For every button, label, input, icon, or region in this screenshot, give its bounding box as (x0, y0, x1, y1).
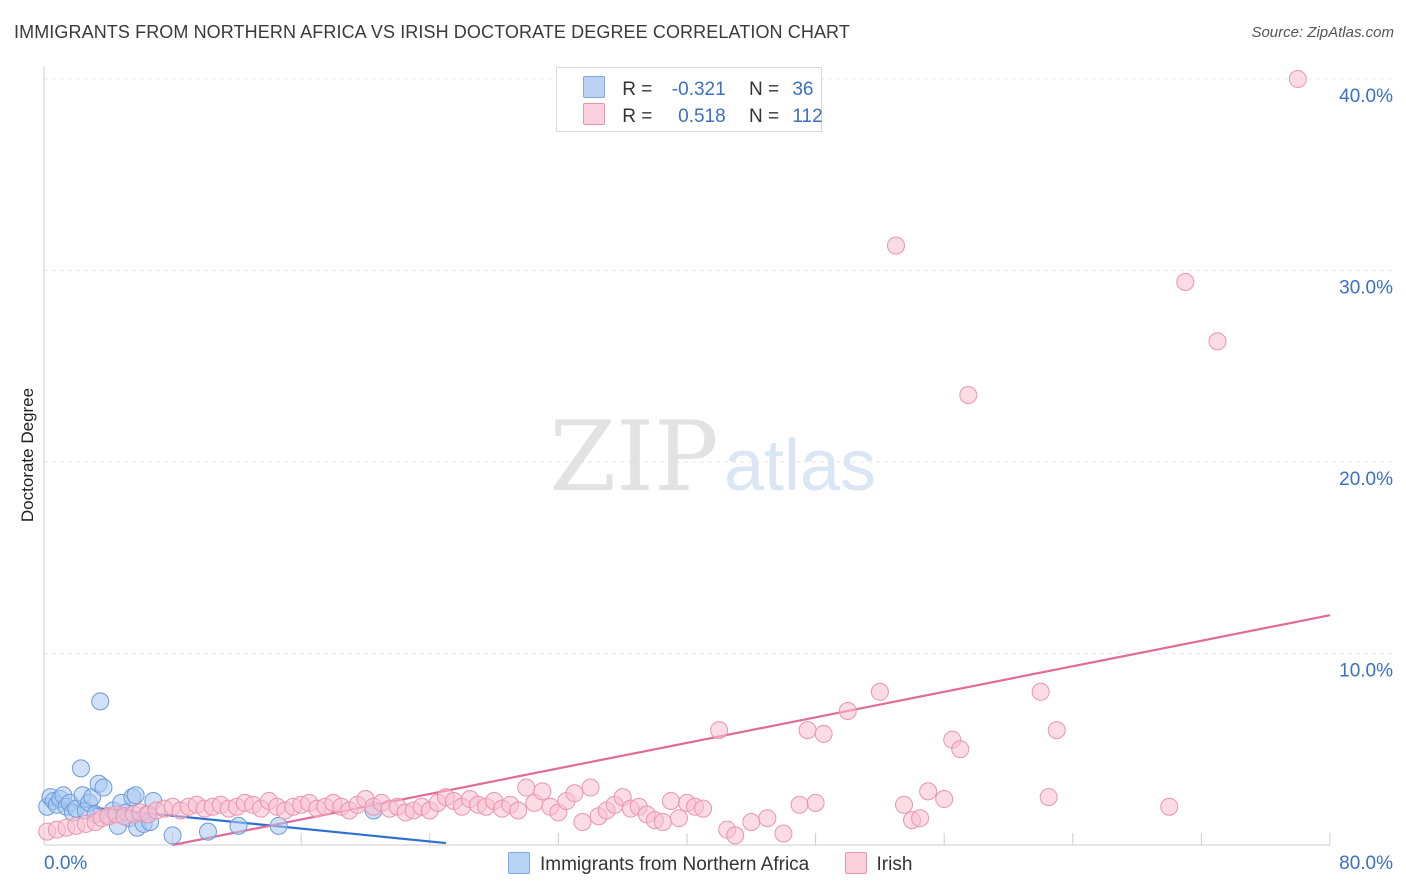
axes (43, 66, 1331, 846)
legend-r-value: 0.518 (678, 106, 726, 127)
point-irish (838, 701, 857, 720)
y-tick-label: 40.0% (1339, 86, 1393, 107)
point-irish (1176, 272, 1195, 291)
y-tick-label: 20.0% (1339, 469, 1393, 490)
point-irish (517, 778, 536, 797)
point-irish (742, 813, 761, 832)
point-irish (710, 721, 729, 740)
legend-n-label: N = (748, 79, 780, 100)
point-irish (669, 809, 688, 828)
point-northern-africa (163, 826, 182, 845)
point-irish (1031, 682, 1050, 701)
series-legend: Immigrants from Northern Africa Irish (508, 852, 942, 876)
watermark-zip: ZIP (549, 401, 718, 513)
point-irish (509, 801, 528, 820)
point-northern-africa (71, 759, 90, 778)
point-irish (1039, 788, 1058, 807)
y-tick-label: 30.0% (1339, 278, 1393, 299)
point-irish (790, 795, 809, 814)
legend-r-label: R = (622, 106, 653, 127)
point-irish (1160, 797, 1179, 816)
point-northern-africa (94, 778, 113, 797)
correlation-legend: R = -0.321 N = 36 R = 0.518 N = 112 (556, 67, 823, 132)
series-name: Immigrants from Northern Africa (540, 854, 810, 875)
point-northern-africa (126, 786, 145, 805)
legend-n-label: N = (748, 106, 780, 127)
point-irish (533, 782, 552, 801)
grid-lines (44, 78, 1395, 654)
point-northern-africa (198, 822, 217, 841)
point-irish (806, 793, 825, 812)
point-irish (758, 809, 777, 828)
point-irish (653, 813, 672, 832)
y-tick-label: 10.0% (1339, 661, 1393, 682)
point-northern-africa (91, 692, 110, 711)
series-swatch-northern-africa (508, 852, 530, 874)
watermark-atlas: atlas (724, 426, 876, 506)
point-irish (886, 236, 905, 255)
chart-source: Source: ZipAtlas.com (1251, 24, 1394, 41)
point-irish (1288, 70, 1307, 88)
point-irish (951, 740, 970, 759)
watermark: ZIP atlas (549, 401, 876, 513)
data-points (38, 70, 1307, 845)
legend-r-label: R = (622, 79, 653, 100)
legend-row-irish: R = 0.518 N = 112 (583, 103, 823, 127)
point-irish (694, 799, 713, 818)
point-irish (911, 809, 930, 828)
legend-row-northern-africa: R = -0.321 N = 36 (583, 76, 814, 100)
point-irish (895, 795, 914, 814)
point-irish (935, 790, 954, 809)
point-irish (1047, 721, 1066, 740)
point-irish (814, 724, 833, 743)
point-irish (959, 385, 978, 404)
point-irish (1208, 332, 1227, 351)
x-tick-label: 0.0% (44, 853, 87, 874)
point-irish (565, 784, 584, 803)
series-swatch-irish (844, 852, 867, 874)
point-northern-africa (229, 816, 248, 835)
series-legend-northern-africa: Immigrants from Northern Africa (508, 852, 809, 876)
point-irish (774, 824, 793, 843)
tick-labels: 10.0% 20.0% 30.0% 40.0% 0.0% 80.0% (44, 86, 1393, 874)
legend-swatch-irish (583, 103, 605, 125)
legend-swatch-northern-africa (583, 76, 605, 98)
point-irish (573, 813, 592, 832)
point-irish (581, 778, 600, 797)
x-tick-label: 80.0% (1339, 853, 1393, 874)
series-name: Irish (876, 854, 913, 875)
point-irish (661, 791, 680, 810)
point-irish (798, 721, 817, 740)
y-axis-label: Doctorate Degree (18, 387, 37, 523)
chart-title: IMMIGRANTS FROM NORTHERN AFRICA VS IRISH… (14, 22, 850, 42)
series-legend-irish: Irish (844, 852, 913, 876)
legend-n-value: 112 (792, 106, 823, 127)
point-irish (726, 826, 745, 845)
point-irish (919, 782, 938, 801)
point-irish (870, 682, 889, 701)
point-northern-africa (269, 816, 288, 835)
legend-r-value: -0.321 (671, 79, 726, 100)
legend-n-value: 36 (792, 79, 814, 100)
